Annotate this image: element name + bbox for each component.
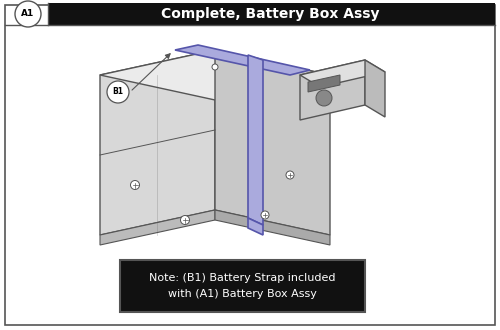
Polygon shape xyxy=(300,60,365,120)
Bar xyxy=(120,260,365,312)
Text: B1: B1 xyxy=(112,87,124,96)
Polygon shape xyxy=(175,45,310,75)
Polygon shape xyxy=(215,50,330,235)
Text: Note: (B1) Battery Strap included
with (A1) Battery Box Assy: Note: (B1) Battery Strap included with (… xyxy=(149,273,335,299)
Polygon shape xyxy=(365,60,385,117)
Polygon shape xyxy=(248,55,263,225)
Text: Complete, Battery Box Assy: Complete, Battery Box Assy xyxy=(161,7,380,21)
Polygon shape xyxy=(100,50,215,235)
Polygon shape xyxy=(100,210,215,245)
Polygon shape xyxy=(248,218,263,235)
Circle shape xyxy=(107,81,129,103)
Text: A1: A1 xyxy=(22,10,35,18)
Polygon shape xyxy=(100,50,330,100)
Circle shape xyxy=(180,215,190,224)
Circle shape xyxy=(316,90,332,106)
Polygon shape xyxy=(300,60,385,87)
Circle shape xyxy=(286,171,294,179)
Circle shape xyxy=(261,211,269,219)
Polygon shape xyxy=(215,210,330,245)
Circle shape xyxy=(130,181,140,189)
Circle shape xyxy=(212,64,218,70)
Polygon shape xyxy=(308,75,340,92)
Bar xyxy=(48,3,495,25)
Circle shape xyxy=(15,1,41,27)
